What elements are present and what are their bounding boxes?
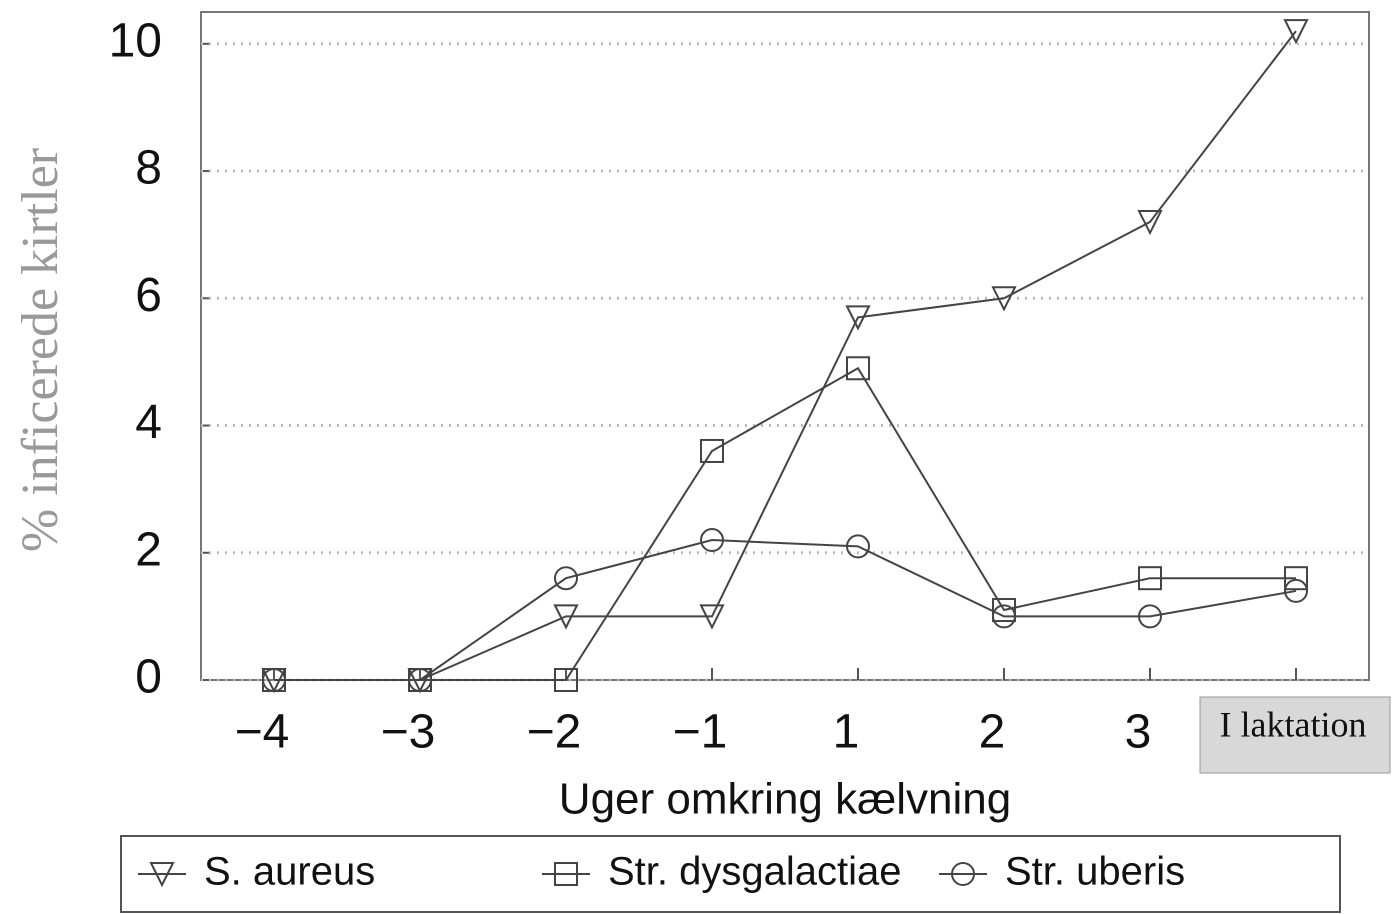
x-axis-title: Uger omkring kælvning: [559, 775, 1011, 824]
marker: [1138, 566, 1162, 591]
marker: [991, 286, 1017, 312]
marker: [700, 438, 724, 463]
series-line: [274, 366, 1296, 681]
x-tick-label: 3: [1125, 706, 1152, 759]
legend-marker: [149, 862, 175, 888]
marker: [846, 356, 870, 381]
category-box: [1199, 696, 1391, 774]
marker: [262, 668, 286, 692]
x-tick-label: 2: [979, 706, 1006, 759]
y-tick-label: 6: [135, 269, 162, 322]
legend-marker: [554, 862, 578, 886]
legend-label: Str. dysgalactiae: [608, 850, 902, 894]
marker: [1284, 566, 1308, 591]
legend-label: S. aureus: [204, 850, 375, 894]
y-tick-label: 4: [135, 396, 162, 449]
y-tick-label: 2: [135, 523, 162, 576]
x-tick-label: I laktation: [1220, 704, 1367, 744]
marker: [845, 305, 871, 331]
marker: [992, 604, 1016, 629]
legend-label: Str. uberis: [1005, 850, 1185, 894]
y-tick-label: 0: [135, 651, 162, 704]
marker: [1137, 209, 1163, 236]
x-tick-label: −2: [527, 706, 582, 759]
marker: [1284, 578, 1308, 603]
legend-marker: [951, 862, 975, 886]
marker: [846, 534, 870, 559]
marker: [408, 668, 432, 692]
series-line: [274, 539, 1297, 681]
y-tick-label: 8: [135, 142, 162, 195]
legend-box: [120, 835, 1341, 913]
x-tick-label: 1: [833, 706, 860, 759]
x-tick-label: −4: [235, 706, 290, 759]
x-tick-label: −3: [381, 706, 436, 759]
marker: [554, 668, 578, 692]
marker: [1283, 19, 1309, 45]
marker: [1138, 604, 1162, 629]
y-tick-label: 10: [109, 14, 162, 67]
marker: [554, 566, 578, 591]
series-line: [274, 30, 1297, 681]
plot-frame: [200, 11, 1370, 681]
y-axis-title: % inficerede kirtler: [12, 148, 69, 552]
marker: [553, 604, 579, 630]
marker: [699, 604, 725, 630]
x-tick-label: −1: [673, 706, 728, 759]
marker: [700, 528, 724, 553]
